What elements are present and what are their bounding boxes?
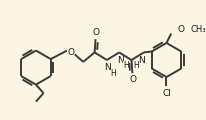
Text: O: O: [67, 48, 74, 57]
Text: CH₃: CH₃: [190, 25, 206, 34]
Text: O: O: [130, 75, 137, 84]
Text: H: H: [133, 61, 139, 70]
Text: N: N: [138, 55, 145, 65]
Text: N: N: [117, 55, 124, 65]
Text: O: O: [93, 28, 100, 37]
Text: H: H: [111, 69, 116, 78]
Text: O: O: [177, 25, 184, 34]
Text: H: H: [123, 61, 129, 70]
Text: Cl: Cl: [162, 89, 171, 98]
Text: N: N: [104, 63, 111, 72]
